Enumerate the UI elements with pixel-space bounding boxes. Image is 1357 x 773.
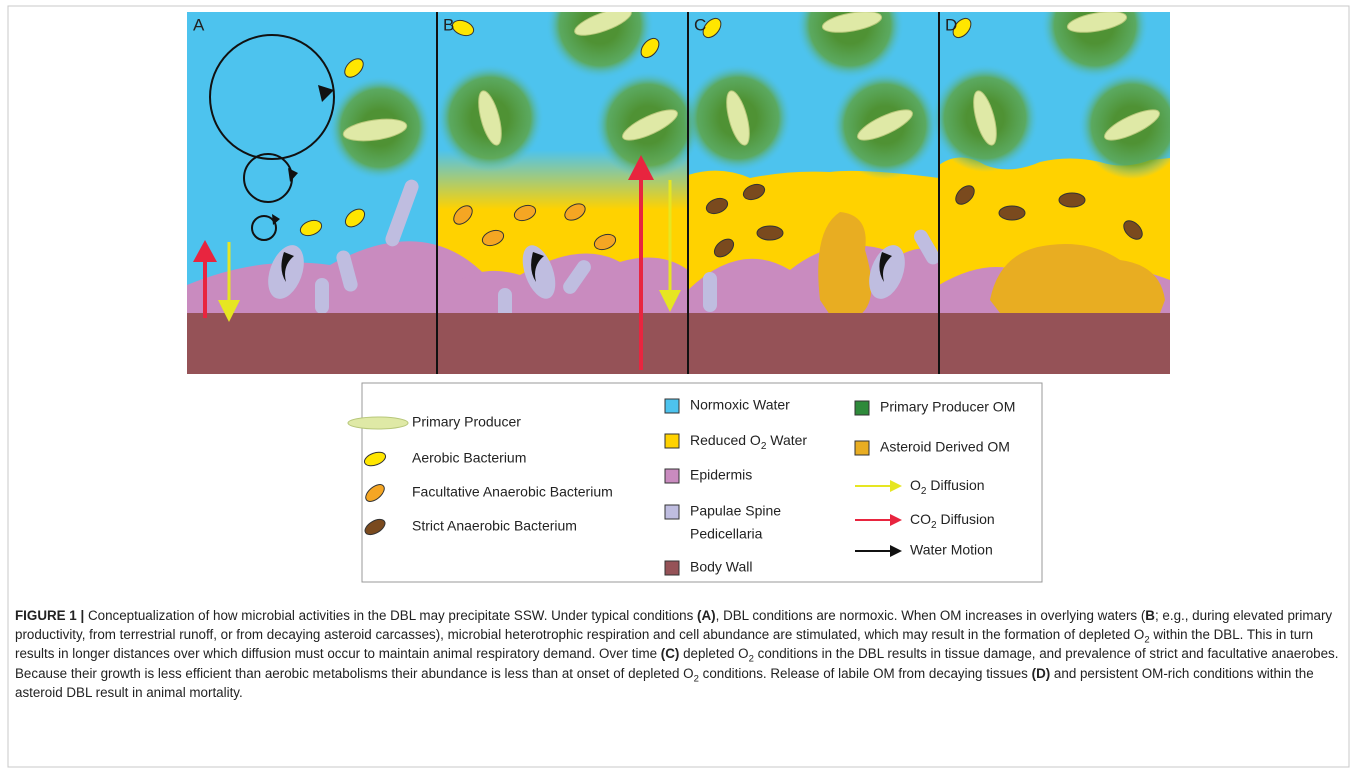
caption-bold: B: [1145, 608, 1155, 623]
caption-text: depleted O: [679, 646, 749, 662]
caption-bold: FIGURE 1 |: [15, 608, 88, 623]
caption-text: , DBL conditions are normoxic. When OM i…: [715, 608, 1146, 623]
caption: FIGURE 1 | Conceptualization of how micr…: [15, 606, 1340, 702]
legend-label: O2 Diffusion: [910, 477, 985, 497]
caption-text: conditions. Release of labile OM from de…: [698, 665, 1032, 681]
legend-label: CO2 Diffusion: [910, 511, 995, 531]
legend-label: Strict Anaerobic Bacterium: [412, 518, 577, 534]
legend-label: Asteroid Derived OM: [880, 439, 1010, 455]
legend-label: Facultative Anaerobic Bacterium: [412, 484, 613, 500]
panel-label: A: [193, 15, 205, 34]
caption-subscript: 2: [1144, 634, 1150, 646]
legend-label: Normoxic Water: [690, 397, 790, 413]
caption-bold: (D): [1031, 665, 1051, 681]
caption-text: ; e.g., during elevated primary producti…: [15, 608, 1333, 643]
caption-text: Conceptualization of how microbial activ…: [87, 608, 698, 623]
legend-label: Primary Producer OM: [880, 399, 1015, 415]
legend-label: Aerobic Bacterium: [412, 450, 526, 466]
caption-subscript: 2: [748, 654, 754, 666]
caption-bold: (A): [697, 608, 716, 623]
legend-label: Epidermis: [690, 467, 752, 483]
panel-label: C: [694, 15, 706, 34]
legend-label: Reduced O2 Water: [690, 432, 807, 452]
legend-label: Papulae Spine: [690, 503, 781, 519]
panel-label: B: [443, 15, 454, 34]
legend-label: Body Wall: [690, 559, 753, 575]
caption-text: and persistent OM-rich conditions within…: [15, 665, 1314, 700]
legend-label: Water Motion: [910, 542, 993, 558]
caption-text: conditions in the DBL results in tissue …: [15, 646, 1339, 681]
caption-text: within the DBL. This in turn results in …: [15, 627, 1314, 662]
panel-label: D: [945, 15, 957, 34]
illustration: A B C D: [187, 12, 1170, 374]
legend-label: Pedicellaria: [690, 526, 763, 542]
frame: [7, 5, 1350, 768]
caption-bold: (C): [660, 646, 680, 662]
legend-label: Primary Producer: [412, 414, 521, 430]
legend: Primary Producer Aerobic Bacterium Facul…: [347, 382, 1043, 583]
caption-subscript: 2: [693, 673, 699, 685]
